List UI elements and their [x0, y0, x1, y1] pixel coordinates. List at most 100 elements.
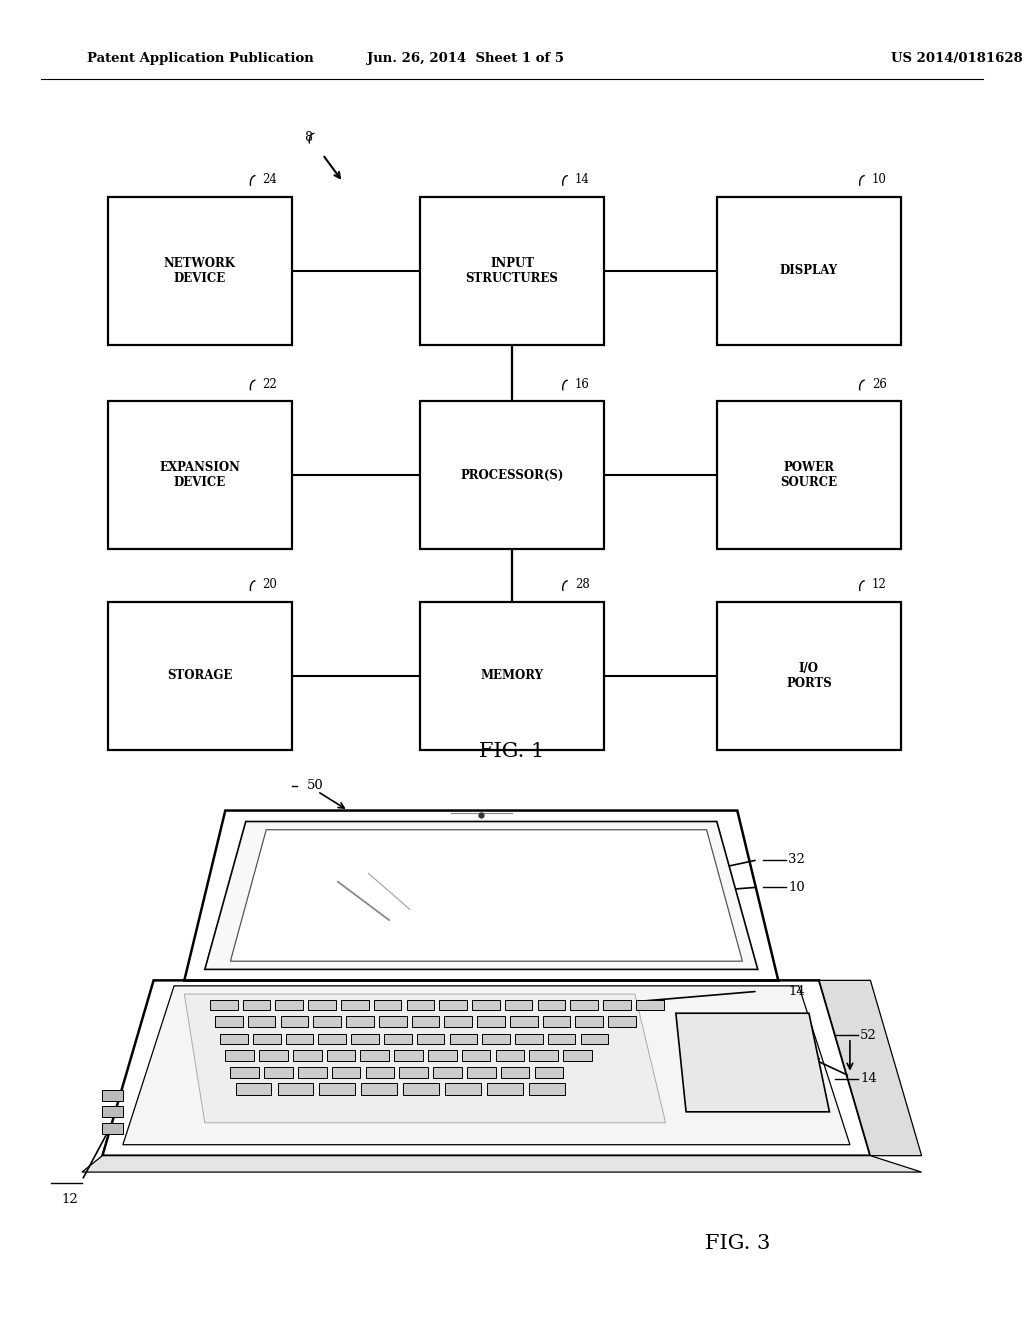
- Polygon shape: [259, 1051, 288, 1061]
- Polygon shape: [501, 1068, 529, 1078]
- FancyBboxPatch shape: [717, 401, 901, 549]
- Polygon shape: [351, 1034, 379, 1044]
- Text: FIG. 1: FIG. 1: [479, 742, 545, 760]
- Polygon shape: [374, 999, 401, 1011]
- Polygon shape: [230, 830, 742, 961]
- Polygon shape: [496, 1051, 524, 1061]
- Polygon shape: [236, 1084, 271, 1096]
- Text: 14: 14: [575, 173, 590, 186]
- Polygon shape: [535, 1068, 563, 1078]
- Polygon shape: [384, 1034, 412, 1044]
- Polygon shape: [313, 1016, 341, 1027]
- Polygon shape: [230, 1068, 259, 1078]
- Polygon shape: [505, 999, 532, 1011]
- Polygon shape: [819, 981, 922, 1156]
- Polygon shape: [407, 999, 434, 1011]
- Text: 12: 12: [872, 578, 887, 591]
- Text: 12: 12: [61, 1193, 78, 1206]
- Polygon shape: [210, 999, 238, 1011]
- Polygon shape: [319, 1084, 355, 1096]
- Polygon shape: [293, 1051, 322, 1061]
- Text: FIG. 3: FIG. 3: [705, 1234, 770, 1253]
- Polygon shape: [403, 1084, 439, 1096]
- Text: MEMORY: MEMORY: [480, 669, 544, 682]
- Polygon shape: [184, 994, 666, 1123]
- Polygon shape: [510, 1016, 538, 1027]
- Polygon shape: [82, 1156, 922, 1172]
- Polygon shape: [472, 999, 500, 1011]
- Polygon shape: [205, 821, 758, 969]
- Polygon shape: [444, 1016, 472, 1027]
- Polygon shape: [445, 1084, 481, 1096]
- Polygon shape: [548, 1034, 575, 1044]
- Polygon shape: [327, 1051, 355, 1061]
- Polygon shape: [318, 1034, 346, 1044]
- Polygon shape: [439, 999, 467, 1011]
- Polygon shape: [308, 999, 336, 1011]
- Polygon shape: [281, 1016, 308, 1027]
- Polygon shape: [298, 1068, 327, 1078]
- Polygon shape: [184, 810, 778, 981]
- Text: 26: 26: [872, 378, 887, 391]
- Polygon shape: [278, 1084, 313, 1096]
- Polygon shape: [366, 1068, 394, 1078]
- Polygon shape: [360, 1051, 389, 1061]
- Text: 22: 22: [262, 378, 278, 391]
- Polygon shape: [379, 1016, 407, 1027]
- Polygon shape: [264, 1068, 293, 1078]
- Polygon shape: [275, 999, 303, 1011]
- FancyBboxPatch shape: [717, 197, 901, 345]
- Polygon shape: [538, 999, 565, 1011]
- Polygon shape: [450, 1034, 477, 1044]
- Polygon shape: [433, 1068, 462, 1078]
- Text: NETWORK
DEVICE: NETWORK DEVICE: [164, 256, 236, 285]
- FancyBboxPatch shape: [108, 197, 292, 345]
- Text: Jun. 26, 2014  Sheet 1 of 5: Jun. 26, 2014 Sheet 1 of 5: [368, 51, 564, 65]
- Text: Patent Application Publication: Patent Application Publication: [87, 51, 313, 65]
- Polygon shape: [412, 1016, 439, 1027]
- Text: 24: 24: [262, 173, 278, 186]
- Polygon shape: [581, 1034, 608, 1044]
- Polygon shape: [102, 1106, 123, 1117]
- Text: INPUT
STRUCTURES: INPUT STRUCTURES: [466, 256, 558, 285]
- FancyBboxPatch shape: [420, 401, 604, 549]
- Polygon shape: [563, 1051, 592, 1061]
- Polygon shape: [394, 1051, 423, 1061]
- Polygon shape: [482, 1034, 510, 1044]
- Polygon shape: [467, 1068, 496, 1078]
- Polygon shape: [225, 1051, 254, 1061]
- Polygon shape: [399, 1068, 428, 1078]
- Text: I/O
PORTS: I/O PORTS: [786, 661, 831, 690]
- Text: 16: 16: [575, 378, 590, 391]
- Polygon shape: [332, 1068, 360, 1078]
- Text: 8: 8: [304, 131, 312, 144]
- FancyBboxPatch shape: [420, 602, 604, 750]
- Text: PROCESSOR(S): PROCESSOR(S): [461, 469, 563, 482]
- FancyBboxPatch shape: [717, 602, 901, 750]
- Text: STORAGE: STORAGE: [167, 669, 232, 682]
- Polygon shape: [102, 1090, 123, 1101]
- Polygon shape: [341, 999, 369, 1011]
- Polygon shape: [603, 999, 631, 1011]
- Polygon shape: [462, 1051, 490, 1061]
- Polygon shape: [477, 1016, 505, 1027]
- Polygon shape: [248, 1016, 275, 1027]
- Polygon shape: [608, 1016, 636, 1027]
- Polygon shape: [102, 981, 870, 1156]
- Text: 28: 28: [575, 578, 590, 591]
- Text: EXPANSION
DEVICE: EXPANSION DEVICE: [160, 461, 240, 490]
- Polygon shape: [543, 1016, 570, 1027]
- Polygon shape: [253, 1034, 281, 1044]
- Text: 20: 20: [262, 578, 278, 591]
- Text: 50: 50: [307, 779, 324, 792]
- Polygon shape: [529, 1051, 558, 1061]
- Text: 14: 14: [860, 1072, 877, 1085]
- Polygon shape: [428, 1051, 457, 1061]
- FancyBboxPatch shape: [108, 602, 292, 750]
- Polygon shape: [417, 1034, 444, 1044]
- Polygon shape: [570, 999, 598, 1011]
- Polygon shape: [676, 1014, 829, 1111]
- Text: 10: 10: [872, 173, 887, 186]
- Polygon shape: [636, 999, 664, 1011]
- Text: POWER
SOURCE: POWER SOURCE: [780, 461, 838, 490]
